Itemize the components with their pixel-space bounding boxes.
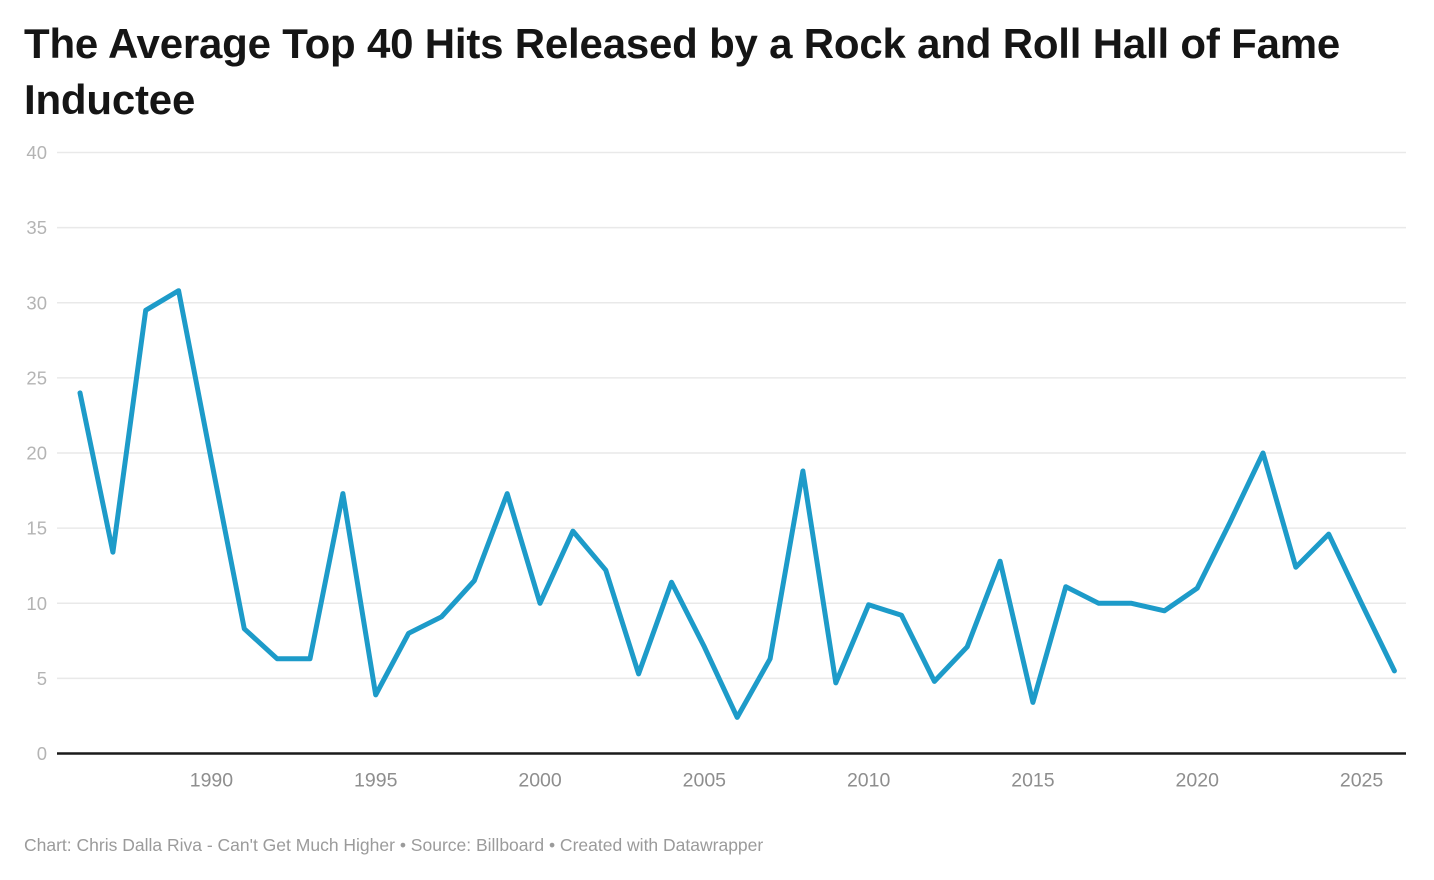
x-axis-tick-label: 2005 xyxy=(683,770,727,792)
chart-title: The Average Top 40 Hits Released by a Ro… xyxy=(24,20,1341,123)
y-axis-tick-label: 15 xyxy=(26,518,47,539)
x-axis-tick-label: 1995 xyxy=(354,770,398,792)
x-axis-labels: 1990 1995 2000 2005 2010 2015 2020 2025 xyxy=(190,770,1384,792)
grid-lines xyxy=(57,151,1406,680)
x-axis-tick-label: 2010 xyxy=(847,770,891,792)
y-axis-tick-label: 5 xyxy=(37,668,47,689)
y-axis-tick-label: 0 xyxy=(37,743,47,764)
y-axis-tick-label: 10 xyxy=(26,593,47,614)
chart-footer: Chart: Chris Dalla Riva - Can't Get Much… xyxy=(24,835,764,855)
y-axis-tick-label: 25 xyxy=(26,367,47,388)
x-axis-tick-label: 2015 xyxy=(1011,770,1055,792)
x-axis-tick-label: 1990 xyxy=(190,770,234,792)
y-axis-tick-label: 30 xyxy=(26,292,47,313)
y-axis-tick-label: 20 xyxy=(26,443,47,464)
y-axis-tick-label: 40 xyxy=(26,142,47,163)
y-axis-labels: 0 5 10 15 20 25 30 35 40 xyxy=(26,142,47,764)
x-axis-tick-label: 2020 xyxy=(1176,770,1220,792)
y-axis-tick-label: 35 xyxy=(26,217,47,238)
data-line xyxy=(77,288,1397,720)
x-axis-tick-label: 2025 xyxy=(1340,770,1384,792)
x-axis-tick-label: 2000 xyxy=(518,770,562,792)
